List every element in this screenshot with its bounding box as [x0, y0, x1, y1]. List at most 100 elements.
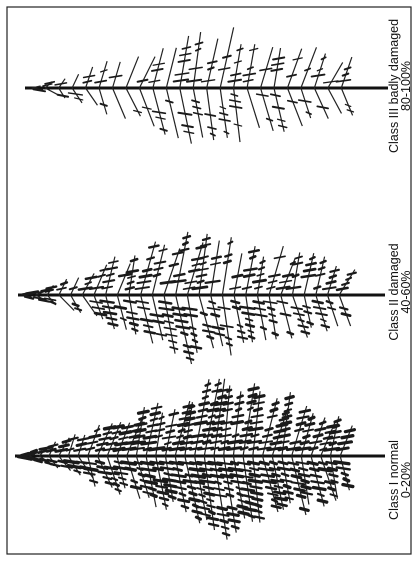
- needles: [222, 407, 233, 413]
- needles: [285, 285, 302, 291]
- needles: [284, 401, 294, 407]
- needles: [218, 118, 231, 122]
- needles: [89, 479, 99, 484]
- needles: [188, 491, 198, 497]
- needles: [174, 72, 190, 76]
- needles: [335, 286, 349, 292]
- needles: [99, 102, 108, 107]
- damage-range: 0-20%: [399, 462, 413, 498]
- needles: [239, 305, 256, 311]
- needles: [119, 460, 138, 466]
- needles: [203, 491, 216, 497]
- needles: [56, 93, 70, 98]
- needles: [188, 467, 206, 473]
- needles: [186, 485, 197, 490]
- needles: [256, 272, 265, 277]
- needles: [231, 305, 242, 311]
- needles: [277, 124, 288, 129]
- needles: [206, 306, 221, 311]
- needles: [191, 503, 200, 509]
- needles: [152, 62, 166, 66]
- needles: [262, 300, 278, 305]
- needles: [59, 281, 69, 286]
- needles: [158, 496, 170, 502]
- needles: [149, 313, 165, 318]
- needles: [204, 382, 212, 387]
- needles: [247, 478, 264, 484]
- needles: [164, 99, 174, 104]
- needles: [150, 405, 163, 410]
- damage-range: 40-60%: [399, 270, 413, 313]
- needles: [179, 52, 192, 57]
- needles: [247, 329, 255, 334]
- needles: [271, 472, 281, 478]
- branch: [261, 398, 278, 457]
- needles: [210, 255, 223, 260]
- needles: [311, 299, 324, 305]
- needles: [310, 480, 325, 485]
- needles: [226, 388, 233, 393]
- needles: [140, 467, 157, 473]
- needles: [294, 255, 303, 260]
- needles: [236, 335, 249, 340]
- needles: [320, 318, 327, 322]
- needles: [149, 492, 158, 499]
- needles: [305, 261, 317, 267]
- needles: [308, 256, 316, 261]
- needles: [236, 394, 244, 400]
- needles: [105, 316, 118, 321]
- branch: [261, 455, 279, 513]
- needles: [37, 298, 51, 303]
- branch: [286, 87, 303, 127]
- needles: [93, 311, 108, 317]
- needles: [178, 247, 190, 252]
- needles: [295, 493, 307, 499]
- needles: [344, 103, 352, 108]
- needles: [175, 486, 187, 491]
- needles: [168, 460, 185, 466]
- needles: [128, 321, 139, 327]
- needles: [295, 461, 310, 466]
- needles: [343, 428, 357, 434]
- branch: [155, 455, 168, 510]
- needles: [208, 300, 217, 305]
- branch: [71, 73, 80, 89]
- tree-illustrations: [15, 27, 388, 540]
- needles: [178, 492, 187, 497]
- needles: [269, 93, 281, 98]
- needles: [249, 47, 259, 52]
- needles: [292, 261, 304, 266]
- needles: [225, 446, 243, 452]
- needles: [165, 423, 178, 428]
- needles: [248, 472, 262, 478]
- needles: [259, 259, 266, 265]
- needles: [266, 286, 276, 290]
- needles: [155, 421, 166, 427]
- branch: [192, 87, 204, 138]
- needles: [310, 73, 326, 78]
- needles: [253, 394, 266, 400]
- needles: [314, 426, 327, 432]
- needles: [133, 109, 142, 114]
- needles: [86, 440, 99, 445]
- needles: [126, 311, 138, 315]
- branch: [44, 87, 58, 95]
- needles: [119, 317, 127, 321]
- needles: [284, 394, 295, 401]
- needles: [172, 78, 190, 83]
- needles: [204, 113, 217, 117]
- needles: [137, 306, 151, 310]
- needles: [191, 262, 201, 267]
- needles: [130, 440, 147, 446]
- needles: [179, 440, 194, 446]
- needles: [112, 482, 120, 488]
- needles: [155, 484, 169, 489]
- needles: [300, 330, 311, 335]
- needles: [152, 272, 162, 278]
- needles: [192, 105, 202, 110]
- needles: [217, 67, 231, 71]
- needles: [282, 483, 292, 490]
- needles: [319, 447, 328, 452]
- needles: [199, 499, 208, 505]
